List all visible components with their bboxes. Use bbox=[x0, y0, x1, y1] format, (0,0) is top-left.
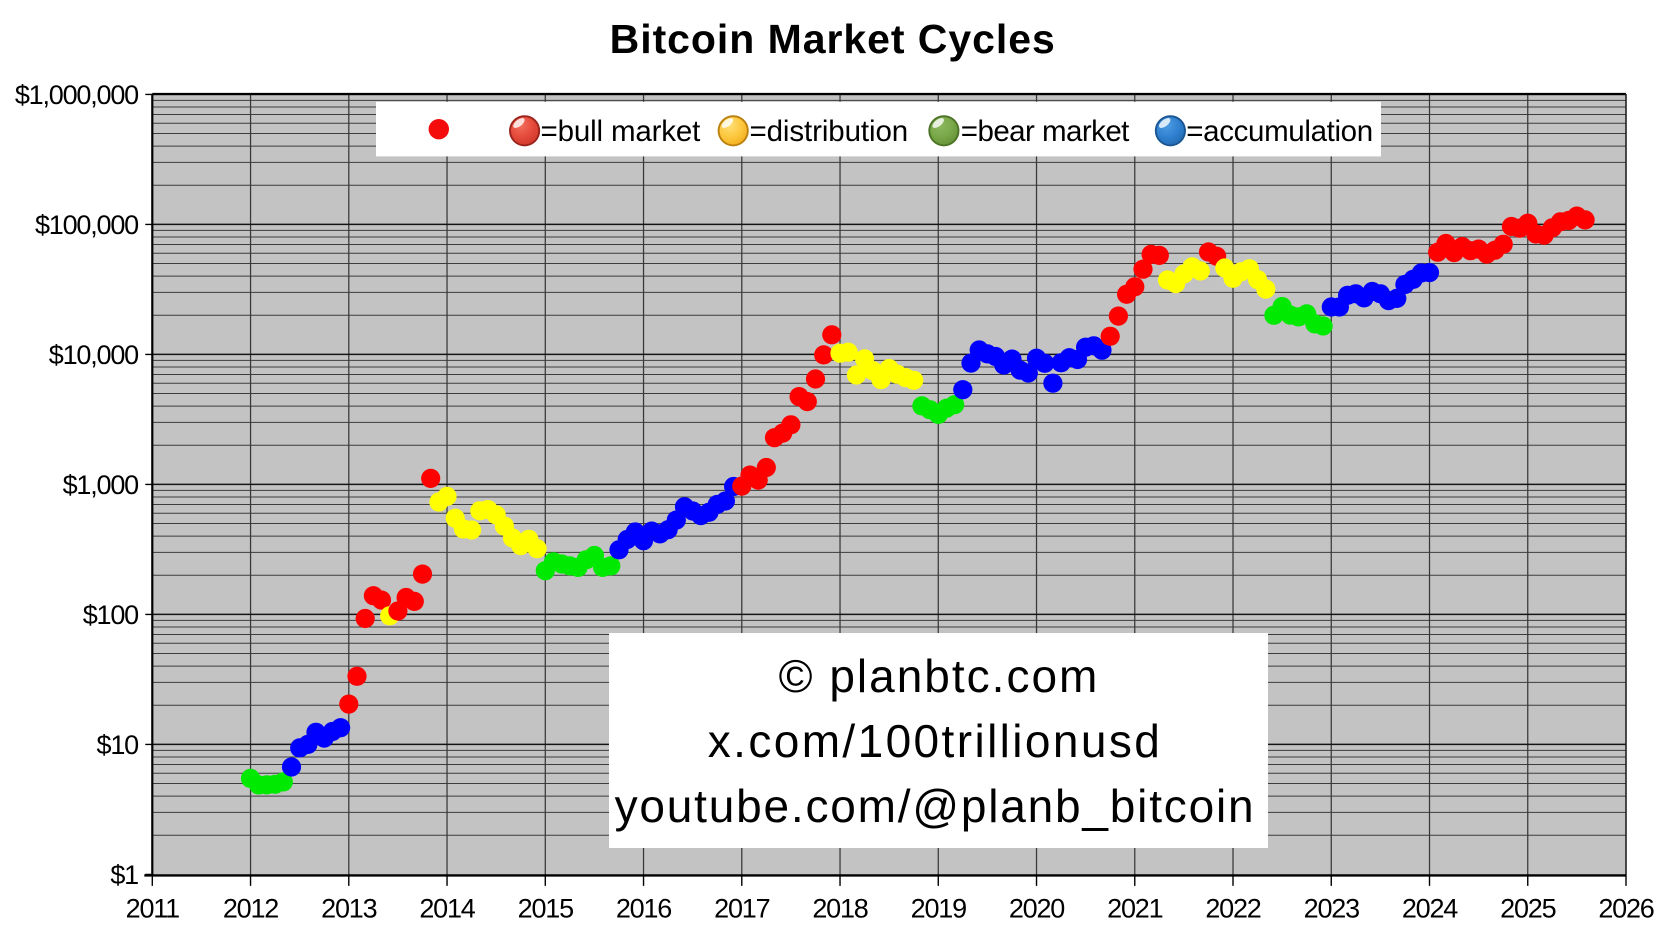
svg-text:2021: 2021 bbox=[1107, 894, 1162, 924]
svg-text:2024: 2024 bbox=[1402, 894, 1458, 924]
svg-text:x.com/100trillionusd: x.com/100trillionusd bbox=[708, 715, 1163, 767]
svg-text:2023: 2023 bbox=[1304, 894, 1359, 924]
svg-text:2026: 2026 bbox=[1598, 894, 1653, 924]
svg-text:2016: 2016 bbox=[616, 894, 671, 924]
svg-text:$100,000: $100,000 bbox=[35, 210, 138, 240]
svg-text:2014: 2014 bbox=[419, 894, 475, 924]
svg-text:2022: 2022 bbox=[1205, 894, 1260, 924]
svg-text:2015: 2015 bbox=[518, 894, 573, 924]
svg-text:2017: 2017 bbox=[714, 894, 769, 924]
svg-text:$1: $1 bbox=[110, 860, 138, 890]
svg-text:=accumulation: =accumulation bbox=[1186, 115, 1373, 148]
svg-text:$1,000,000: $1,000,000 bbox=[15, 80, 138, 110]
svg-text:2018: 2018 bbox=[812, 894, 867, 924]
svg-text:© planbtc.com: © planbtc.com bbox=[779, 650, 1100, 702]
svg-text:2011: 2011 bbox=[126, 894, 179, 924]
svg-text:$10,000: $10,000 bbox=[49, 340, 138, 370]
svg-text:youtube.com/@planb_bitcoin: youtube.com/@planb_bitcoin bbox=[615, 780, 1256, 832]
svg-text:$100: $100 bbox=[83, 600, 138, 630]
svg-text:Bitcoin Market Cycles: Bitcoin Market Cycles bbox=[610, 16, 1056, 62]
svg-text:2013: 2013 bbox=[321, 894, 376, 924]
svg-text:=bull market: =bull market bbox=[541, 115, 701, 148]
svg-text:2012: 2012 bbox=[223, 894, 278, 924]
svg-text:$10: $10 bbox=[97, 730, 139, 760]
svg-text:2020: 2020 bbox=[1009, 894, 1064, 924]
svg-text:=bear market: =bear market bbox=[961, 115, 1129, 148]
svg-text:2025: 2025 bbox=[1500, 894, 1555, 924]
svg-text:$1,000: $1,000 bbox=[63, 470, 139, 500]
svg-text:2019: 2019 bbox=[911, 894, 966, 924]
svg-text:=distribution: =distribution bbox=[750, 115, 909, 148]
